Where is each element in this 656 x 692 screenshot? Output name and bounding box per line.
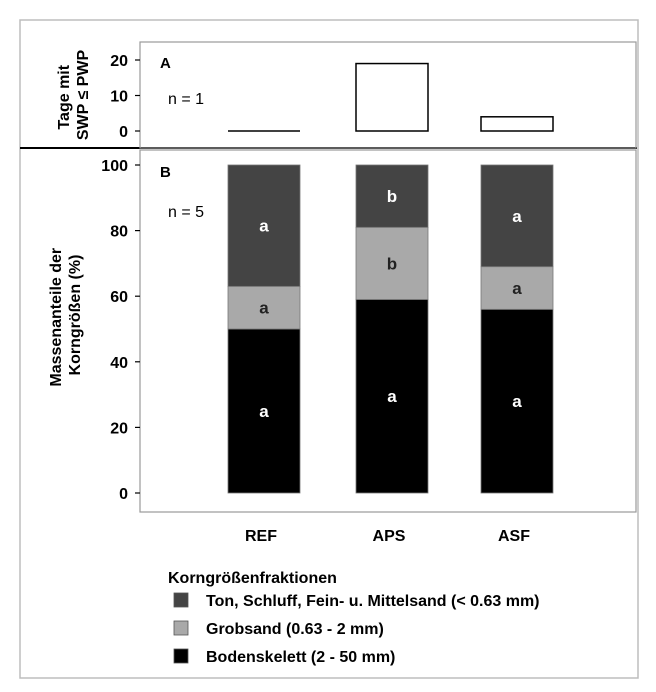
panel-a-note: n = 1 [168, 91, 204, 108]
panel-a-label: A [160, 55, 171, 72]
panel-b-letter-asf-1: a [512, 279, 522, 298]
panel-b-segment-ref-0 [227, 328, 301, 494]
legend: Korngrößenfraktionen Ton, Schluff, Fein-… [168, 570, 540, 666]
panel-b-ylabel: Massenanteile der Korngrößen (%) [48, 243, 84, 386]
x-category-label: ASF [498, 528, 530, 545]
panel-b-ytick-label: 80 [110, 224, 128, 241]
legend-swatch-1 [173, 620, 189, 636]
panel-b-note: n = 5 [168, 204, 204, 221]
panel-b-segment-aps-2 [355, 164, 429, 228]
legend-title: Korngrößenfraktionen [168, 570, 337, 587]
legend-entry-label: Bodenskelett (2 - 50 mm) [206, 649, 395, 666]
panel-a-bar-asf [480, 116, 554, 132]
panel-b-ytick-label: 60 [110, 289, 128, 306]
panel-b-ylabel-line2: Korngrößen (%) [67, 255, 84, 376]
panel-b-segment-aps-1 [355, 226, 429, 300]
panel-b-letter-ref-1: a [259, 299, 269, 318]
panel-b-axes-box [139, 149, 637, 513]
panel-b-ytick-label: 20 [110, 420, 128, 437]
legend-entry-label: Grobsand (0.63 - 2 mm) [206, 621, 384, 638]
panel-b-letter-aps-0: a [387, 387, 397, 406]
panel-b-segment-asf-1 [480, 266, 554, 310]
panel-b-ytick-label: 0 [119, 486, 128, 503]
panel-a-ylabel: Tage mit SWP ≤ PWP [56, 50, 92, 141]
panel-a-ylabel-line2: SWP ≤ PWP [75, 50, 92, 141]
x-category-label: REF [245, 528, 277, 545]
panel-b-letter-asf-2: a [512, 207, 522, 226]
panel-b-letter-ref-2: a [259, 217, 269, 236]
panel-a-ytick-label: 0 [119, 124, 128, 141]
panel-a-y-axis: 0 10 20 [110, 53, 140, 141]
legend-swatch-0 [173, 592, 189, 608]
panel-b-letter-aps-1: b [387, 254, 397, 273]
panel-b-ylabel-line1: Massenanteile der [48, 248, 65, 387]
panel-b: B n = 5 Massenanteile der Korngrößen (%)… [48, 149, 637, 545]
legend-swatch-2 [173, 648, 189, 664]
panel-a-ytick-label: 20 [110, 53, 128, 70]
panel-b-segment-ref-1 [227, 285, 301, 330]
panel-b-ytick-label: 40 [110, 355, 128, 372]
panel-b-segment-asf-2 [480, 164, 554, 268]
panel-b-ytick-label: 100 [101, 158, 128, 175]
panel-a-bar-aps [355, 62, 429, 132]
panel-b-letter-aps-2: b [387, 187, 397, 206]
panel-b-segment-aps-0 [355, 299, 429, 494]
panel-b-bars: a a a a b b a a a [227, 164, 554, 494]
panel-b-x-axis: REF APS ASF [245, 528, 530, 545]
panel-b-letter-ref-0: a [259, 402, 269, 421]
panel-a-ytick-label: 10 [110, 89, 128, 106]
panel-b-y-axis: 0 20 40 60 80 100 [101, 158, 140, 503]
panel-a-bars [228, 62, 554, 132]
panel-b-segment-ref-2 [227, 164, 301, 287]
x-category-label: APS [373, 528, 406, 545]
panel-b-label: B [160, 164, 171, 181]
panel-a-ylabel-line1: Tage mit [56, 64, 73, 129]
legend-entry-label: Ton, Schluff, Fein- u. Mittelsand (< 0.6… [206, 593, 540, 610]
panel-a: A n = 1 Tage mit SWP ≤ PWP 0 10 20 [56, 41, 637, 149]
panel-b-segment-asf-0 [480, 308, 554, 494]
panel-b-letter-asf-0: a [512, 392, 522, 411]
